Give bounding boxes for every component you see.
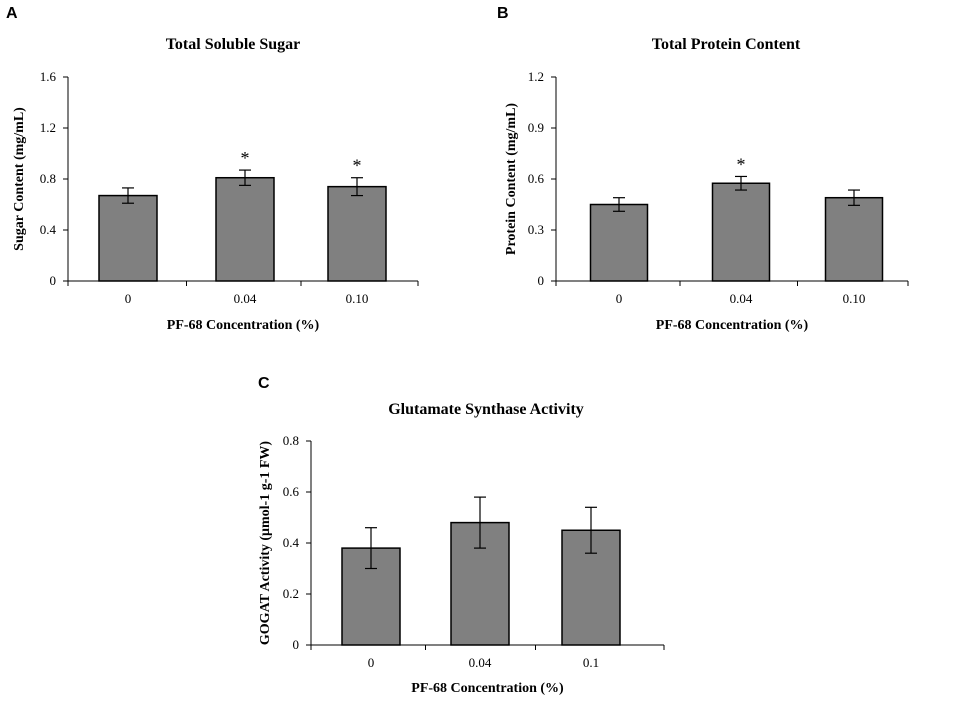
y-axis-label: Protein Content (mg/mL) xyxy=(504,103,519,255)
x-tick-label: 0.04 xyxy=(469,655,492,670)
bar-0.04 xyxy=(711,182,771,282)
chart-panel-a: A Total Soluble Sugar 0 0.4 0.8 1.2 1.6 0 0.04 * 0… xyxy=(6,5,419,333)
x-axis-label: PF-68 Concentration (%) xyxy=(167,318,320,333)
chart-title: Total Protein Content xyxy=(652,36,801,53)
significance-marker: * xyxy=(241,148,250,168)
bar-0.10 xyxy=(824,196,884,282)
x-tick-label: 0.1 xyxy=(583,655,599,670)
chart-panel-c: C Glutamate Synthase Activity 0 0.2 0.4 0.6 0.… xyxy=(258,375,665,696)
y-axis-label: Sugar Content (mg/mL) xyxy=(12,107,27,251)
y-tick-label: 1.2 xyxy=(40,120,56,135)
y-tick-label: 0.4 xyxy=(40,222,57,237)
y-tick-label: 0.8 xyxy=(283,433,299,448)
bar-0 xyxy=(589,203,649,282)
bar-0 xyxy=(98,194,158,282)
y-axis-label: GOGAT Activity (μmol-1 g-1 FW) xyxy=(258,441,273,646)
chart-panel-b: B Total Protein Content 0 0.3 0.6 0.9 1.2 0 0.04… xyxy=(497,5,909,333)
x-tick-label: 0 xyxy=(616,291,623,306)
y-tick-label: 0.9 xyxy=(528,120,544,135)
y-tick-label: 0 xyxy=(293,637,300,652)
x-axis-label: PF-68 Concentration (%) xyxy=(656,318,809,333)
panel-letter: B xyxy=(497,5,509,22)
x-tick-label: 0 xyxy=(125,291,132,306)
x-tick-label: 0.04 xyxy=(730,291,753,306)
significance-marker: * xyxy=(737,154,746,174)
chart-title: Glutamate Synthase Activity xyxy=(388,401,584,418)
y-tick-label: 0.8 xyxy=(40,171,56,186)
x-tick-label: 0.10 xyxy=(346,291,369,306)
x-tick-label: 0.10 xyxy=(843,291,866,306)
y-tick-label: 1.2 xyxy=(528,69,544,84)
y-tick-label: 0.6 xyxy=(283,484,300,499)
x-tick-label: 0.04 xyxy=(234,291,257,306)
y-tick-label: 0 xyxy=(538,273,545,288)
y-tick-label: 0 xyxy=(50,273,57,288)
significance-marker: * xyxy=(353,156,362,176)
panel-letter: A xyxy=(6,5,18,22)
y-tick-label: 0.3 xyxy=(528,222,544,237)
bar-0.10 xyxy=(327,185,387,282)
chart-title: Total Soluble Sugar xyxy=(166,36,301,53)
panel-letter: C xyxy=(258,375,270,392)
y-tick-label: 0.4 xyxy=(283,535,300,550)
bar-0.04 xyxy=(215,176,275,282)
x-axis-label: PF-68 Concentration (%) xyxy=(411,681,564,696)
x-tick-label: 0 xyxy=(368,655,375,670)
y-tick-label: 0.2 xyxy=(283,586,299,601)
y-tick-label: 1.6 xyxy=(40,69,57,84)
y-tick-label: 0.6 xyxy=(528,171,545,186)
